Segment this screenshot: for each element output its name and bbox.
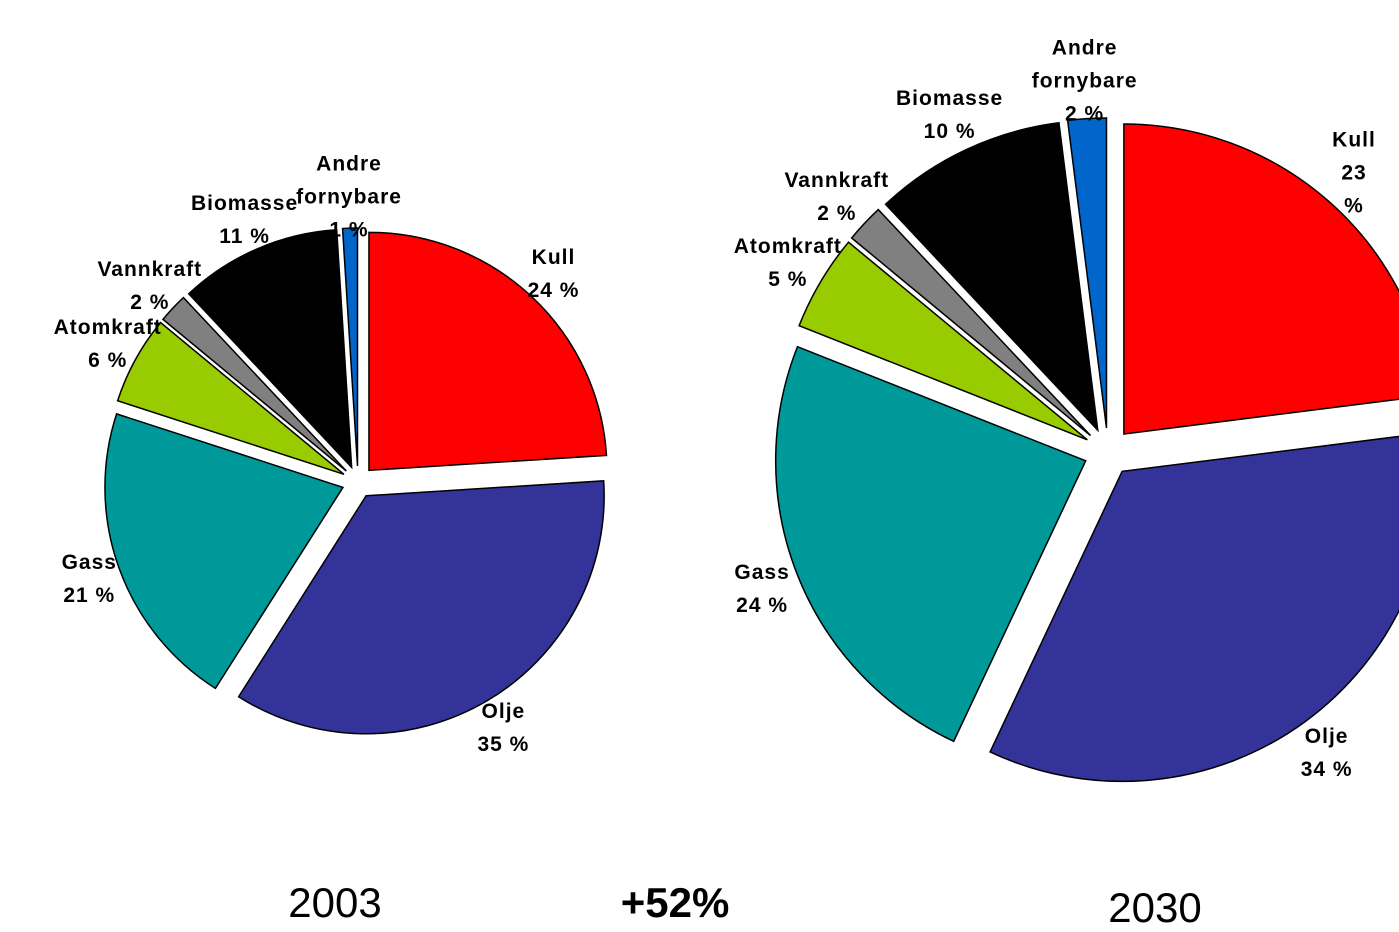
slice-label: Kull 24 % — [528, 241, 580, 307]
slice-value: 35 % — [477, 732, 530, 756]
slice-name: Atomkraft — [733, 234, 842, 258]
slice-label: Gass 21 % — [62, 546, 117, 612]
slice-label: Olje 35 % — [477, 695, 529, 761]
slice-value: 34 % — [1300, 757, 1353, 781]
slice-value: 6 % — [88, 349, 128, 373]
slice-label: Biomasse 10 % — [896, 82, 1003, 148]
slice-value: 2 % — [817, 202, 857, 226]
slice-label: Gass 24 % — [734, 556, 789, 622]
slice-name: Kull — [1332, 128, 1376, 152]
slice-value: 2 % — [1065, 102, 1105, 126]
pie-slice — [116, 321, 345, 476]
pie-slice — [774, 345, 1087, 743]
pie-slice — [341, 227, 359, 467]
slice-value: 5 % — [768, 267, 808, 291]
pie-slice — [798, 241, 1088, 441]
slice-value: 24 % — [736, 593, 789, 617]
slice-label: Andre fornybare 1 % — [279, 147, 419, 246]
pie-slice — [989, 435, 1399, 783]
slice-label: Atomkraft 6 % — [54, 311, 162, 377]
slice-label: Vannkraft 2 % — [784, 164, 889, 230]
slice-name: Kull — [531, 245, 576, 269]
chart-title: 2030 — [1108, 884, 1202, 931]
slice-label: Andre fornybare 2 % — [1015, 31, 1155, 130]
slice-name: Andre fornybare — [296, 152, 402, 209]
annotation: +52% — [620, 879, 730, 926]
slice-value: 2 % — [130, 291, 170, 315]
slice-name: Olje — [481, 699, 526, 723]
slice-name: Biomasse — [896, 87, 1004, 111]
slice-name: Gass — [734, 560, 790, 584]
chart-title: 2003 — [288, 879, 382, 926]
pie-slice — [368, 231, 608, 472]
slice-label: Vannkraft 2 % — [97, 253, 202, 319]
pie-slice — [161, 296, 347, 472]
slice-name: Andre fornybare — [1031, 36, 1138, 93]
slice-name: Atomkraft — [53, 316, 162, 340]
slice-name: Biomasse — [190, 191, 299, 215]
pie-slice — [104, 412, 345, 690]
slice-name: Vannkraft — [97, 258, 203, 282]
pie-slice — [237, 480, 605, 735]
slice-value: 11 % — [219, 224, 270, 248]
pie-slice — [884, 121, 1099, 433]
slice-label: Kull 23 % — [1332, 123, 1377, 222]
pie-slice — [187, 228, 353, 470]
slice-label: Olje 34 % — [1301, 720, 1353, 786]
pie-slice — [850, 208, 1092, 437]
slice-value: 21 % — [63, 583, 116, 607]
slice-label: Atomkraft 5 % — [734, 230, 842, 296]
slice-name: Olje — [1304, 724, 1349, 748]
pie-slice — [1066, 117, 1108, 429]
slice-value: 24 % — [527, 278, 580, 302]
slice-value: 10 % — [923, 120, 976, 144]
slice-value: 1 % — [329, 218, 369, 242]
slice-name: Gass — [61, 550, 117, 574]
slice-name: Vannkraft — [784, 169, 890, 193]
slice-value: 23 % — [1341, 161, 1367, 218]
slice-label: Biomasse 11 % — [191, 187, 298, 253]
pie-slice — [1123, 123, 1399, 435]
